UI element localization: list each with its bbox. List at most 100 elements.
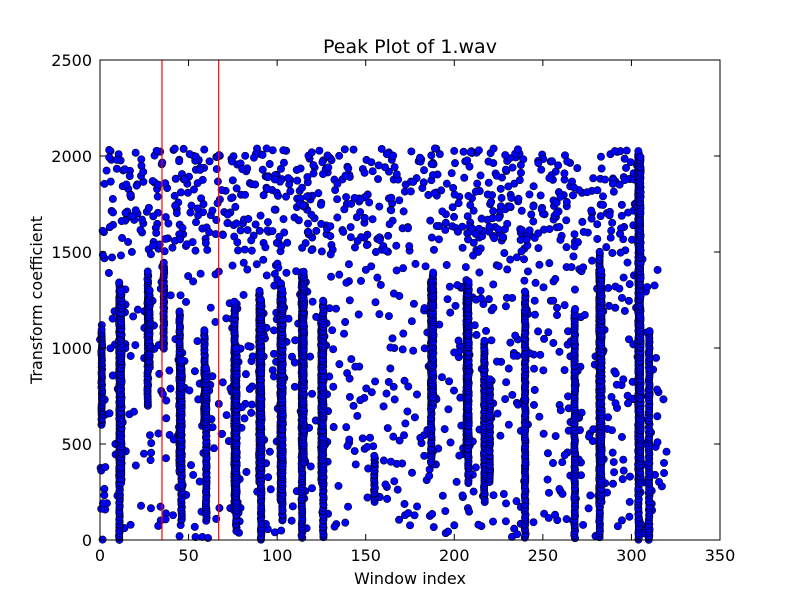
- data-point: [606, 233, 615, 242]
- data-point: [179, 144, 188, 153]
- data-point: [492, 171, 501, 180]
- x-tick-label: 300: [616, 546, 647, 565]
- data-point: [341, 518, 350, 527]
- data-point: [249, 153, 258, 162]
- data-point: [513, 530, 522, 539]
- data-point: [349, 145, 358, 154]
- ticks-layer: 0 50 100 150 200 250 300 350 0 500 1000 1500 2000 250…: [51, 51, 735, 565]
- data-point: [188, 238, 197, 247]
- data-point: [471, 229, 480, 238]
- data-point: [419, 178, 428, 187]
- data-point: [517, 206, 526, 215]
- data-point: [426, 216, 435, 225]
- data-point: [265, 447, 274, 456]
- data-point: [500, 249, 509, 258]
- data-point: [543, 449, 552, 458]
- data-point: [175, 157, 184, 166]
- data-point: [540, 334, 549, 343]
- data-point: [335, 360, 344, 369]
- data-point: [156, 502, 165, 511]
- data-point: [240, 245, 249, 254]
- data-point: [356, 208, 365, 217]
- data-point: [240, 414, 249, 423]
- data-point: [660, 469, 669, 477]
- data-point: [587, 206, 596, 215]
- data-point: [242, 468, 251, 476]
- data-point: [484, 178, 493, 187]
- data-point: [190, 367, 199, 376]
- data-point: [390, 395, 399, 404]
- y-axis-label: Transform coefficient: [27, 216, 46, 385]
- data-point: [294, 216, 303, 225]
- data-point: [393, 485, 402, 494]
- data-point: [101, 463, 110, 472]
- data-point: [617, 293, 626, 302]
- data-point: [545, 225, 554, 234]
- data-point: [441, 225, 450, 234]
- data-point: [368, 167, 377, 176]
- data-point: [400, 500, 409, 508]
- data-point: [265, 160, 274, 168]
- data-point: [458, 243, 467, 252]
- data-point: [324, 163, 333, 172]
- data-point: [570, 285, 579, 294]
- data-point: [608, 179, 617, 188]
- data-point: [154, 521, 163, 530]
- data-point: [489, 144, 498, 153]
- data-point: [112, 164, 121, 173]
- data-point: [341, 318, 350, 326]
- data-point: [258, 165, 267, 174]
- data-point: [351, 362, 360, 371]
- data-point: [400, 431, 408, 440]
- data-point: [536, 191, 545, 200]
- data-point: [299, 267, 308, 276]
- data-point: [416, 153, 424, 162]
- points-layer: [96, 144, 671, 544]
- data-point: [389, 382, 398, 391]
- data-point: [659, 395, 668, 404]
- data-point: [345, 374, 354, 383]
- data-point: [512, 253, 521, 262]
- data-point: [608, 448, 617, 457]
- data-point: [619, 455, 628, 464]
- data-point: [383, 424, 392, 433]
- data-point: [403, 224, 412, 233]
- data-point: [499, 233, 508, 242]
- data-point: [466, 148, 475, 157]
- data-point: [162, 454, 170, 463]
- chart-title: Peak Plot of 1.wav: [323, 36, 497, 58]
- data-point: [192, 218, 200, 227]
- data-point: [442, 261, 451, 269]
- data-point: [138, 215, 146, 224]
- y-tick-label: 0: [82, 531, 92, 550]
- data-point: [597, 266, 606, 275]
- data-point: [239, 290, 248, 299]
- data-point: [490, 234, 499, 243]
- data-point: [602, 243, 611, 252]
- data-point: [626, 158, 635, 167]
- data-point: [625, 472, 634, 481]
- data-point: [586, 491, 595, 500]
- data-point: [501, 165, 510, 174]
- data-point: [266, 485, 275, 494]
- data-point: [556, 406, 565, 415]
- data-point: [406, 187, 415, 196]
- data-point: [599, 192, 607, 201]
- data-point: [381, 246, 390, 255]
- data-point: [445, 282, 454, 291]
- data-point: [466, 201, 475, 210]
- data-point: [136, 226, 145, 234]
- data-point: [485, 222, 494, 231]
- data-point: [288, 502, 297, 511]
- data-point: [445, 377, 454, 386]
- data-point: [385, 220, 394, 229]
- data-point: [569, 191, 577, 200]
- x-tick-label: 350: [705, 546, 736, 565]
- data-point: [166, 384, 175, 393]
- data-point: [335, 151, 344, 160]
- data-point: [589, 174, 598, 183]
- data-point: [172, 209, 181, 218]
- data-point: [256, 295, 265, 304]
- data-point: [416, 433, 425, 442]
- data-point: [625, 280, 634, 289]
